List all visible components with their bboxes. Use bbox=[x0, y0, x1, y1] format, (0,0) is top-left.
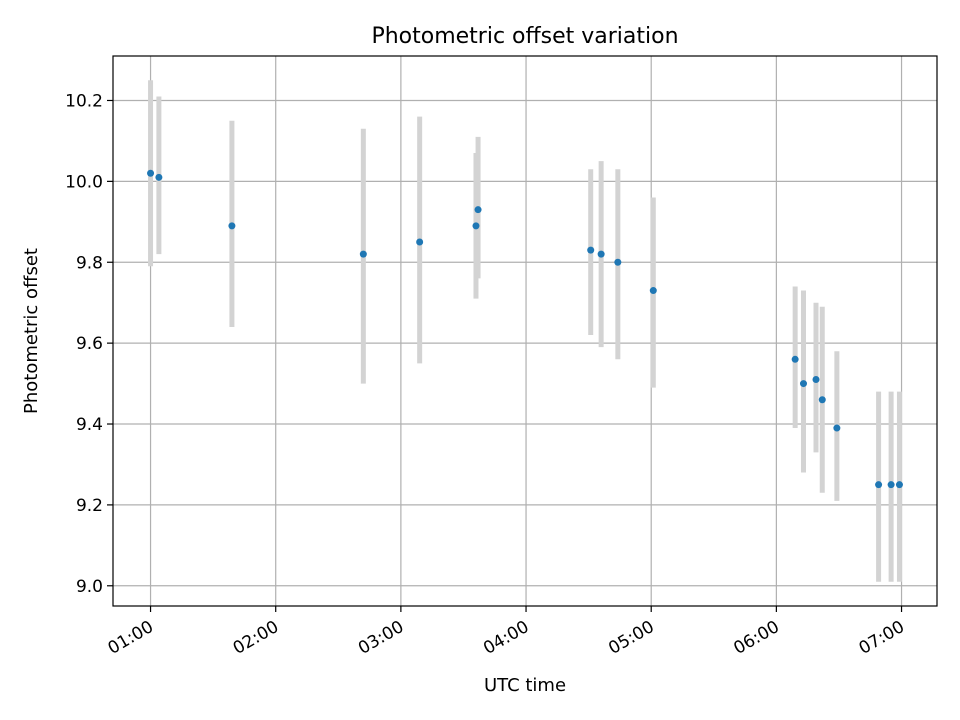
x-tick-label: 02:00 bbox=[230, 617, 282, 659]
data-point bbox=[474, 206, 482, 214]
data-points bbox=[147, 169, 903, 489]
data-point bbox=[791, 355, 799, 363]
data-point bbox=[649, 287, 657, 295]
data-point bbox=[887, 481, 895, 489]
grid bbox=[113, 56, 937, 606]
y-tick-label: 9.8 bbox=[76, 253, 103, 273]
x-tick-label: 04:00 bbox=[480, 617, 532, 659]
data-point bbox=[359, 250, 367, 258]
data-point bbox=[818, 396, 826, 404]
x-tick-label: 05:00 bbox=[605, 617, 657, 659]
data-point bbox=[875, 481, 883, 489]
x-tick-label: 01:00 bbox=[105, 617, 157, 659]
data-point bbox=[812, 376, 820, 384]
y-axis-ticks: 9.0 9.2 9.4 9.6 9.8 10.0 10.2 bbox=[65, 91, 113, 597]
data-point bbox=[587, 246, 595, 254]
y-tick-label: 10.2 bbox=[65, 91, 103, 111]
data-point bbox=[416, 238, 424, 246]
data-point bbox=[895, 481, 903, 489]
y-tick-label: 10.0 bbox=[65, 172, 103, 192]
data-point bbox=[472, 222, 480, 230]
data-point bbox=[155, 173, 163, 181]
y-tick-label: 9.6 bbox=[76, 334, 103, 354]
y-axis-label: Photometric offset bbox=[21, 248, 42, 414]
x-axis-ticks: 01:00 02:00 03:00 04:00 05:00 06:00 07:00 bbox=[105, 606, 908, 659]
data-point bbox=[614, 258, 622, 266]
x-tick-label: 06:00 bbox=[730, 617, 782, 659]
data-point bbox=[833, 424, 841, 432]
y-tick-label: 9.0 bbox=[76, 577, 103, 597]
y-tick-label: 9.2 bbox=[76, 496, 103, 516]
x-tick-label: 03:00 bbox=[355, 617, 407, 659]
plot-frame bbox=[112, 55, 938, 607]
data-point bbox=[147, 169, 155, 177]
data-point bbox=[597, 250, 605, 258]
data-point bbox=[799, 380, 807, 388]
error-bars bbox=[148, 80, 902, 582]
data-point bbox=[228, 222, 236, 230]
chart-title: Photometric offset variation bbox=[371, 24, 678, 49]
x-axis-label: UTC time bbox=[484, 675, 566, 696]
y-tick-label: 9.4 bbox=[76, 415, 103, 435]
x-tick-label: 07:00 bbox=[856, 617, 908, 659]
